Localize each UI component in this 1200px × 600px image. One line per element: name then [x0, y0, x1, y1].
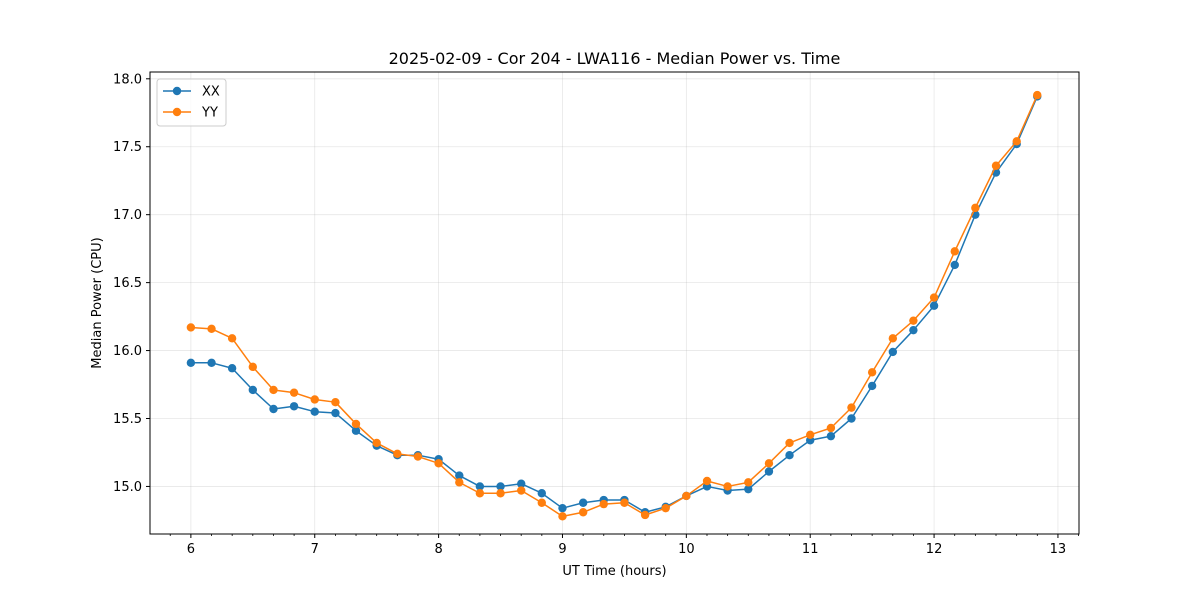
data-point-yy: [289, 388, 299, 397]
data-point-xx: [248, 385, 258, 395]
data-point-yy: [1012, 137, 1021, 146]
data-point-yy: [661, 503, 670, 513]
legend-label-yy: YY: [201, 106, 218, 121]
data-point-xx: [558, 503, 567, 513]
data-point-yy: [806, 430, 815, 440]
data-point-yy: [991, 161, 1001, 170]
data-point-yy: [331, 397, 340, 407]
x-tick-label: 13: [1050, 542, 1067, 557]
data-point-xx: [888, 347, 898, 357]
data-point-yy: [826, 423, 836, 433]
data-point-yy: [785, 438, 794, 448]
data-point-yy: [269, 385, 278, 395]
data-point-yy: [310, 395, 319, 404]
data-point-xx: [455, 471, 464, 480]
data-point-yy: [950, 247, 959, 256]
data-point-yy: [351, 419, 361, 429]
x-tick-label: 12: [926, 542, 943, 557]
chart-title: 2025-02-09 - Cor 204 - LWA116 - Median P…: [389, 49, 841, 68]
data-point-xx: [186, 358, 196, 367]
y-tick-label: 17.0: [113, 208, 142, 223]
data-point-yy: [1033, 90, 1042, 100]
legend-marker-yy: [172, 107, 182, 117]
x-tick-label: 10: [678, 542, 695, 557]
data-point-yy: [517, 486, 526, 495]
data-point-xx: [351, 426, 361, 435]
data-point-yy: [764, 459, 774, 468]
data-point-xx: [764, 467, 774, 476]
data-point-xx: [475, 482, 485, 491]
legend-entry-yy: YY: [163, 106, 218, 121]
data-point-xx: [331, 408, 340, 418]
data-point-xx: [496, 482, 505, 491]
y-axis-label: Median Power (CPU): [90, 237, 105, 368]
series-layer: [186, 90, 1042, 521]
plot-frame: [149, 71, 1080, 535]
data-point-yy: [578, 508, 588, 517]
data-point-yy: [723, 482, 732, 491]
x-axis: 6 7 8 9 10 11 12 13: [169, 534, 1079, 557]
data-point-yy: [186, 323, 196, 332]
data-point-yy: [620, 498, 629, 507]
data-point-yy: [227, 334, 237, 343]
x-tick-label: 9: [558, 542, 566, 557]
data-point-xx: [847, 414, 856, 423]
data-point-yy: [682, 491, 691, 501]
data-point-yy: [496, 489, 505, 498]
y-tick-label: 17.5: [113, 140, 142, 155]
data-point-xx: [537, 489, 546, 498]
data-point-yy: [207, 324, 216, 334]
data-point-xx: [289, 402, 299, 411]
data-point-yy: [971, 203, 980, 213]
y-axis: 15.0 15.5 16.0 16.5 17.0 17.5 18.0: [113, 72, 150, 495]
data-point-yy: [434, 459, 443, 468]
data-point-xx: [207, 358, 216, 367]
data-point-yy: [372, 438, 381, 448]
data-point-yy: [413, 452, 423, 461]
data-point-yy: [888, 334, 898, 343]
data-point-xx: [929, 301, 939, 310]
legend-label-xx: XX: [202, 85, 220, 100]
data-point-yy: [393, 449, 402, 459]
data-point-yy: [537, 498, 546, 507]
data-point-yy: [640, 510, 650, 520]
data-point-yy: [455, 478, 464, 487]
legend-marker-xx: [172, 86, 182, 96]
data-point-yy: [248, 362, 258, 372]
data-point-yy: [867, 368, 877, 377]
data-point-xx: [909, 325, 918, 335]
x-tick-label: 6: [187, 542, 195, 557]
y-tick-label: 16.5: [113, 276, 142, 291]
x-tick-label: 11: [802, 542, 819, 557]
data-point-yy: [599, 499, 608, 509]
grid: [150, 72, 1079, 534]
y-tick-label: 16.0: [113, 344, 142, 359]
legend-entry-xx: XX: [163, 85, 220, 100]
x-tick-label: 8: [434, 542, 442, 557]
x-axis-label: UT Time (hours): [562, 564, 666, 579]
y-tick-label: 15.0: [113, 480, 142, 495]
data-point-xx: [950, 260, 959, 270]
data-point-xx: [310, 407, 319, 416]
y-tick-label: 15.5: [113, 412, 142, 427]
data-point-xx: [867, 381, 877, 391]
x-tick-label: 7: [311, 542, 319, 557]
data-point-yy: [929, 293, 939, 302]
data-point-yy: [847, 403, 856, 412]
y-tick-label: 18.0: [113, 72, 142, 87]
legend: XX YY: [156, 78, 227, 127]
data-point-xx: [826, 431, 836, 441]
data-point-xx: [227, 364, 237, 373]
data-point-yy: [909, 316, 918, 325]
data-point-xx: [578, 498, 588, 507]
data-point-xx: [785, 450, 794, 460]
data-point-yy: [475, 489, 485, 498]
data-point-yy: [744, 478, 753, 487]
data-point-xx: [744, 484, 753, 494]
data-point-yy: [558, 512, 567, 521]
data-point-xx: [269, 404, 278, 414]
data-point-yy: [702, 476, 712, 486]
data-point-xx: [517, 479, 526, 488]
